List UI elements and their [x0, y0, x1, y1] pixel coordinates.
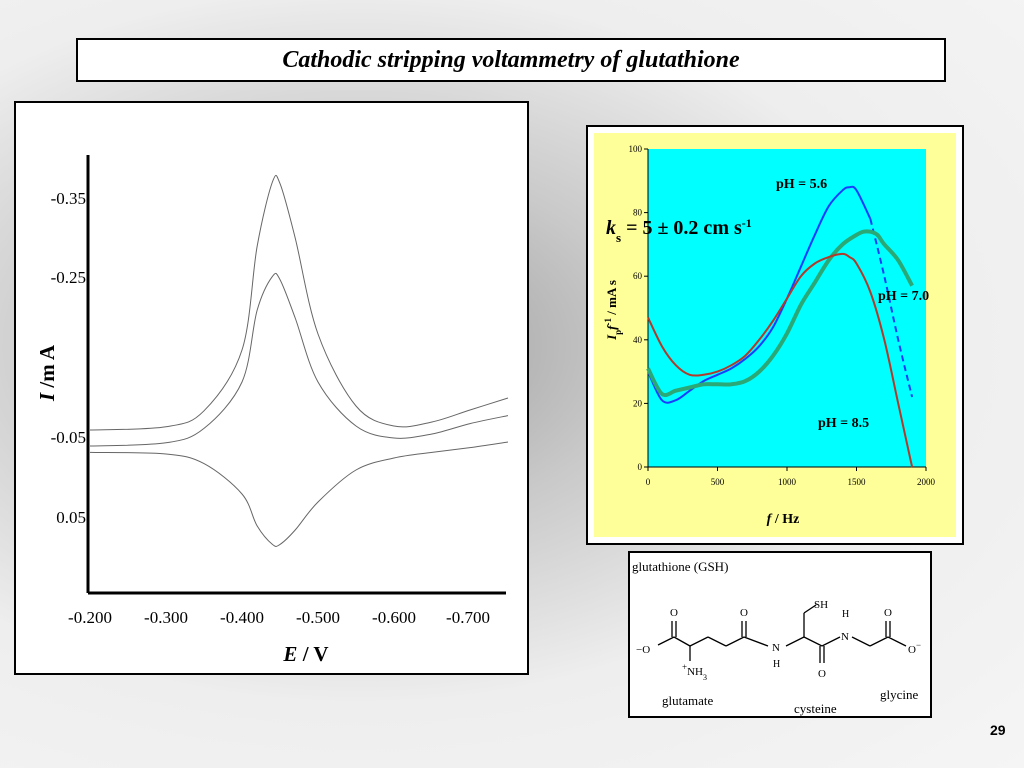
frequency-chart-panel: 0 20 40 60 80 100 0 500 1000 1500 2000 Ipf-1 / mA …: [586, 125, 964, 545]
nh3-sub: 3: [703, 673, 707, 682]
fr-y-label-sub: p: [613, 330, 623, 335]
gsh-title: glutathione (GSH): [632, 559, 728, 574]
nh3-n: NH: [687, 666, 703, 678]
series-line-ph56: [647, 185, 872, 404]
cv-y-label-symbol: I: [35, 392, 59, 402]
slide-title-text: Cathodic stripping voltammetry of glutat…: [282, 46, 740, 73]
series-line-ph56-dashed: [869, 218, 914, 398]
fr-ytick-label: 0: [638, 462, 643, 472]
cv-chart-panel: -0.35 -0.25 -0.05 0.05 -0.200 -0.300 -0.…: [14, 101, 529, 675]
fr-ytick-label: 40: [633, 335, 643, 345]
fr-ytick-label: 80: [633, 208, 643, 218]
slide-title: Cathodic stripping voltammetry of glutat…: [76, 38, 946, 82]
fr-ytick-label: 60: [633, 271, 643, 281]
ks-subscript: s: [616, 230, 621, 245]
atom-o: O: [884, 607, 892, 619]
cv-ytick-label: -0.35: [51, 189, 86, 208]
cv-xtick-label: -0.600: [372, 608, 416, 627]
gsh-bonds: [657, 604, 907, 663]
series-line-ph70: [646, 229, 914, 398]
fr-y-label-ip: I: [604, 334, 619, 341]
cv-xtick-label: -0.400: [220, 608, 264, 627]
cv-x-label-unit: / V: [297, 642, 328, 666]
cv-xtick-label: -0.300: [144, 608, 188, 627]
cv-x-axis-label: E / V: [282, 642, 328, 666]
fr-x-label-unit: / Hz: [771, 512, 799, 527]
series-label-ph56: pH = 5.6: [776, 177, 827, 192]
fr-y-label-unit: / mA s: [604, 280, 619, 318]
fr-ytick-label: 100: [629, 144, 643, 154]
atom-o-minus-right: O−: [908, 640, 921, 656]
fr-xtick-label: 1000: [778, 477, 797, 487]
ks-value: = 5 ± 0.2 cm s: [621, 217, 742, 239]
fr-ytick-label: 20: [633, 398, 643, 408]
series-label-ph70: pH = 7.0: [878, 289, 929, 304]
atom-o: O: [818, 668, 826, 680]
frequency-plot-area: [648, 149, 926, 467]
glutathione-structure-panel: glutathione (GSH) O O O O −O: [628, 551, 932, 718]
atom-o-minus-left: −O: [636, 644, 650, 656]
frequency-curves: [646, 185, 914, 468]
atom-n: N: [772, 642, 780, 654]
atom-h: H: [842, 609, 849, 620]
fr-xtick-label: 2000: [917, 477, 936, 487]
label-cysteine: cysteine: [794, 701, 837, 716]
label-glutamate: glutamate: [662, 693, 713, 708]
atom-h: H: [773, 659, 780, 670]
cv-ytick-label: -0.25: [51, 268, 86, 287]
ks-symbol: k: [606, 217, 616, 239]
cv-curves: [89, 174, 509, 547]
glutathione-structure: glutathione (GSH) O O O O −O: [632, 559, 921, 716]
series-label-ph85: pH = 8.5: [818, 416, 869, 431]
cv-xtick-label: -0.500: [296, 608, 340, 627]
atom-sh: SH: [814, 599, 828, 611]
atom-n: N: [841, 631, 849, 643]
fr-x-label-f: f: [767, 512, 773, 527]
page-number: 29: [990, 722, 1006, 738]
fr-xtick-label: 1500: [848, 477, 867, 487]
atom-o: O: [670, 607, 678, 619]
cv-xtick-label: -0.700: [446, 608, 490, 627]
cv-ytick-label: -0.05: [51, 428, 86, 447]
ks-annotation: ks = 5 ± 0.2 cm s-1: [606, 216, 752, 245]
nh3-charge: +: [682, 662, 687, 672]
fr-xtick-label: 0: [646, 477, 651, 487]
frequency-x-axis-label: f / Hz: [767, 512, 800, 527]
cv-y-label-unit: /m A: [35, 344, 59, 393]
ks-superscript: -1: [742, 216, 752, 230]
atom-o-right: O: [908, 644, 916, 656]
cv-chart: -0.35 -0.25 -0.05 0.05 -0.200 -0.300 -0.…: [35, 155, 509, 666]
atom-o: O: [740, 607, 748, 619]
cv-trace-1: [89, 174, 509, 431]
cv-ytick-label: 0.05: [56, 508, 86, 527]
cv-trace-2: [89, 272, 509, 447]
fr-y-label-f: f: [604, 324, 619, 330]
cv-x-label-symbol: E: [282, 642, 297, 666]
fr-xtick-label: 500: [711, 477, 725, 487]
series-line-ph85: [647, 252, 914, 468]
cv-trace-3: [89, 441, 509, 547]
atom-nh3: +NH3: [682, 662, 707, 682]
label-glycine: glycine: [880, 687, 918, 702]
frequency-y-axis-label: Ipf-1 / mA s: [603, 280, 623, 341]
fr-y-label-sup: -1: [603, 318, 613, 326]
cv-y-axis-label: I /m A: [35, 344, 59, 402]
cv-xtick-label: -0.200: [68, 608, 112, 627]
